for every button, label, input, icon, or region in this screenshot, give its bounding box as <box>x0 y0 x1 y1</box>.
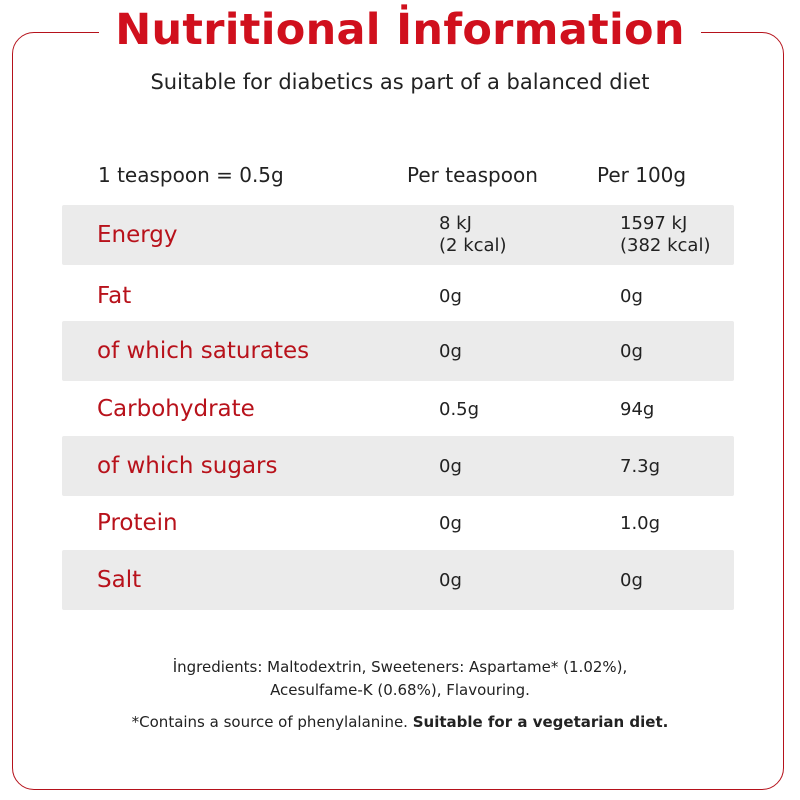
table-row-sugars: of which sugars 0g 7.3g <box>62 436 734 496</box>
per-100g-value: 1597 kJ (382 kcal) <box>620 205 710 265</box>
per-100g-value: 94g <box>620 398 655 420</box>
table-row-saturates: of which saturates 0g 0g <box>62 321 734 381</box>
table-row-salt: Salt 0g 0g <box>62 550 734 610</box>
table-row-carbohydrate: Carbohydrate 0.5g 94g <box>62 379 734 439</box>
per-teaspoon-value: 0g <box>439 455 462 477</box>
energy-kcal: (2 kcal) <box>439 235 507 256</box>
table-row-fat: Fat 0g 0g <box>62 266 734 326</box>
energy-kcal: (382 kcal) <box>620 235 711 256</box>
page-title: Nutritional İnformation <box>99 4 701 56</box>
subtitle: Suitable for diabetics as part of a bala… <box>150 70 650 94</box>
title-wrap: Nutritional İnformation <box>0 4 800 56</box>
per-100g-value: 0g <box>620 340 643 362</box>
row-label: Protein <box>97 510 178 536</box>
per-teaspoon-value: 8 kJ (2 kcal) <box>439 205 507 265</box>
vegetarian-note: Suitable for a vegetarian diet. <box>412 713 669 731</box>
per-100g-value: 0g <box>620 285 643 307</box>
row-label: Carbohydrate <box>97 396 255 422</box>
per-teaspoon-value: 0g <box>439 569 462 591</box>
table-header: 1 teaspoon = 0.5g Per teaspoon Per 100g <box>0 160 800 190</box>
ingredients-text: İngredients: Maltodextrin, Sweeteners: A… <box>0 656 800 702</box>
per-teaspoon-value: 0g <box>439 285 462 307</box>
row-label: of which saturates <box>97 338 310 364</box>
row-label: Energy <box>97 222 178 248</box>
row-label: Salt <box>97 567 142 593</box>
per-teaspoon-value: 0g <box>439 340 462 362</box>
ingredients-line: Acesulfame-K (0.68%), Flavouring. <box>270 681 530 699</box>
energy-kj: 8 kJ <box>439 213 472 234</box>
energy-kj: 1597 kJ <box>620 213 688 234</box>
table-row-protein: Protein 0g 1.0g <box>62 493 734 553</box>
per-teaspoon-value: 0.5g <box>439 398 480 420</box>
serving-size-header: 1 teaspoon = 0.5g <box>98 163 284 187</box>
footnote: *Contains a source of phenylalanine. Sui… <box>0 711 800 733</box>
per-100g-header: Per 100g <box>597 163 687 187</box>
table-row-energy: Energy 8 kJ (2 kcal) 1597 kJ (382 kcal) <box>62 205 734 265</box>
per-teaspoon-header: Per teaspoon <box>407 163 538 187</box>
per-100g-value: 7.3g <box>620 455 661 477</box>
per-100g-value: 1.0g <box>620 512 661 534</box>
per-100g-value: 0g <box>620 569 643 591</box>
ingredients-line: İngredients: Maltodextrin, Sweeteners: A… <box>172 658 628 676</box>
row-label: Fat <box>97 283 132 309</box>
per-teaspoon-value: 0g <box>439 512 462 534</box>
row-label: of which sugars <box>97 453 278 479</box>
footnote-text: *Contains a source of phenylalanine. <box>131 713 413 731</box>
